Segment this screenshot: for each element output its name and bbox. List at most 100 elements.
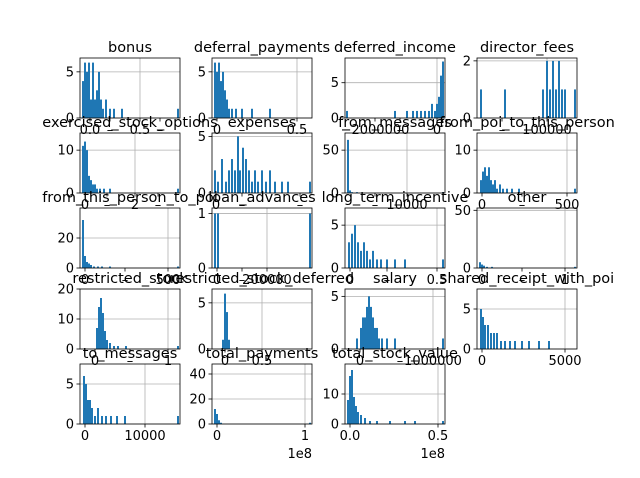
histogram-bar bbox=[177, 416, 179, 424]
histogram-bar bbox=[380, 259, 382, 268]
histogram-bar bbox=[546, 60, 548, 118]
subplot-title: loan_advances bbox=[208, 190, 315, 206]
axis-offset-label: 1e8 bbox=[420, 447, 445, 462]
histogram-bar bbox=[486, 175, 488, 193]
histogram-bar bbox=[84, 141, 86, 193]
y-tick-label: 5 bbox=[331, 290, 339, 305]
histogram-bar bbox=[369, 259, 371, 268]
histogram-bar bbox=[564, 89, 566, 118]
histogram-bar bbox=[481, 264, 483, 268]
x-tick-label: 100000 bbox=[522, 123, 572, 138]
histogram-bar bbox=[364, 317, 366, 349]
x-tick-label: 0.5 bbox=[287, 123, 308, 138]
y-tick-label: 0 bbox=[66, 262, 74, 277]
histogram-bar bbox=[121, 108, 123, 118]
histogram-bar bbox=[228, 339, 230, 349]
histogram-bar bbox=[309, 213, 311, 268]
axis-offset-label: 1e8 bbox=[287, 447, 312, 462]
histogram-bar bbox=[574, 188, 576, 193]
histogram-bar bbox=[82, 220, 84, 268]
histogram-bar bbox=[518, 188, 520, 193]
histogram-bar bbox=[496, 333, 498, 349]
histogram-bar bbox=[92, 184, 94, 193]
y-tick-label: 0 bbox=[66, 112, 74, 127]
y-tick-label: 10 bbox=[322, 388, 339, 403]
histogram-bar bbox=[90, 180, 92, 193]
subplot-title: bonus bbox=[108, 40, 152, 56]
x-tick-label: 500 bbox=[156, 273, 181, 288]
x-tick-label: 0 bbox=[356, 354, 364, 369]
histogram-bar bbox=[438, 96, 440, 118]
x-tick-label: 0 bbox=[81, 273, 89, 288]
histogram-bar bbox=[366, 306, 368, 349]
histogram-bar bbox=[521, 341, 523, 349]
x-tick-label: 0 bbox=[212, 198, 220, 213]
y-tick-label: 0 bbox=[463, 262, 471, 277]
x-tick-label: – bbox=[122, 273, 129, 288]
x-tick-label: 0.5 bbox=[427, 273, 448, 288]
histogram-bar bbox=[549, 89, 551, 118]
histogram-bar bbox=[347, 139, 349, 193]
histogram-bar bbox=[231, 159, 233, 193]
histogram-bar bbox=[98, 307, 100, 349]
histogram-bar bbox=[372, 250, 374, 268]
histogram-bar bbox=[412, 110, 414, 118]
histogram-bar bbox=[235, 108, 237, 118]
histogram-bar bbox=[216, 414, 218, 424]
subplot-title: from_messages bbox=[338, 115, 452, 131]
histogram-bar bbox=[480, 309, 482, 349]
x-tick-label: – bbox=[107, 123, 114, 138]
subplot-exercised-stock-options: 0–2 –010 bbox=[57, 132, 181, 213]
x-tick-label: – bbox=[297, 198, 304, 213]
histogram-bar bbox=[484, 325, 486, 349]
histogram-bar bbox=[214, 170, 216, 193]
axes-frame bbox=[476, 207, 578, 269]
histogram-bar bbox=[496, 188, 498, 193]
histogram-bar bbox=[218, 420, 220, 424]
subplot-title: expenses bbox=[228, 115, 297, 131]
y-tick-label: 0 bbox=[198, 262, 206, 277]
histogram-bar bbox=[100, 99, 102, 118]
y-tick-label: 0 bbox=[198, 343, 206, 358]
histogram-bar bbox=[376, 259, 378, 268]
axes-frame bbox=[211, 363, 313, 425]
x-tick-label: 1 bbox=[301, 429, 309, 444]
x-tick-label: – bbox=[239, 198, 246, 213]
y-tick-label: 50 bbox=[322, 144, 339, 159]
histogram-bar bbox=[104, 331, 106, 349]
histogram-bar bbox=[492, 184, 494, 193]
subplot-title: restricted_stock_deferred bbox=[170, 271, 354, 287]
y-tick-label: 5 bbox=[198, 65, 206, 80]
histogram-bar bbox=[228, 170, 230, 193]
histogram-bar bbox=[94, 99, 96, 118]
x-tick-label: – bbox=[397, 123, 404, 138]
subplot-title: from_this_person_to_poi bbox=[42, 190, 218, 206]
histogram-bar bbox=[93, 266, 95, 268]
histogram-bar bbox=[88, 263, 90, 268]
histogram-bar bbox=[555, 89, 557, 118]
histogram-bar bbox=[281, 181, 283, 193]
histogram-bar bbox=[406, 110, 408, 118]
histogram-bar bbox=[494, 180, 496, 193]
histogram-bar bbox=[349, 376, 351, 424]
subplot-shared-receipt-with-poi: 0 5000 0 5 bbox=[463, 288, 582, 369]
y-tick-label: 0 bbox=[331, 262, 339, 277]
subplot-title: other bbox=[508, 190, 547, 206]
histogram-bar bbox=[428, 110, 430, 118]
subplot-title: deferred_income bbox=[334, 40, 456, 56]
x-tick-label: 1000000 bbox=[404, 354, 462, 369]
histogram-bar bbox=[362, 317, 364, 349]
axes-frame bbox=[344, 57, 446, 119]
x-tick-label: – bbox=[499, 123, 506, 138]
histogram-bar bbox=[346, 110, 348, 118]
histogram-bar bbox=[226, 312, 228, 349]
histogram-bar bbox=[225, 181, 227, 193]
subplot-title: from_poi_to_this_person bbox=[439, 115, 615, 131]
histogram-bar bbox=[228, 108, 230, 118]
histogram-bar bbox=[309, 181, 311, 193]
y-tick-label: 5 bbox=[198, 296, 206, 311]
histogram-bar bbox=[257, 181, 259, 193]
x-tick-label: 200000 bbox=[242, 273, 292, 288]
x-tick-label: 0.0 bbox=[340, 429, 361, 444]
